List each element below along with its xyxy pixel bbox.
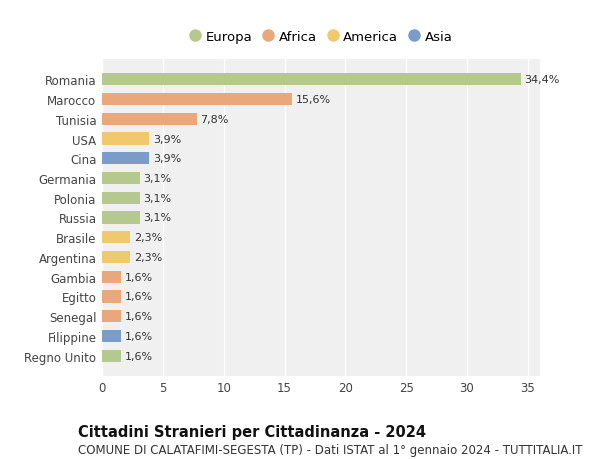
Bar — [102, 310, 121, 323]
Text: 1,6%: 1,6% — [125, 272, 153, 282]
Text: 1,6%: 1,6% — [125, 331, 153, 341]
Legend: Europa, Africa, America, Asia: Europa, Africa, America, Asia — [187, 28, 455, 46]
Text: 3,1%: 3,1% — [143, 193, 172, 203]
Text: 1,6%: 1,6% — [125, 292, 153, 302]
Text: 3,1%: 3,1% — [143, 174, 172, 184]
Text: COMUNE DI CALATAFIMI-SEGESTA (TP) - Dati ISTAT al 1° gennaio 2024 - TUTTITALIA.I: COMUNE DI CALATAFIMI-SEGESTA (TP) - Dati… — [78, 443, 583, 456]
Text: 1,6%: 1,6% — [125, 312, 153, 321]
Bar — [102, 192, 140, 204]
Bar — [102, 212, 140, 224]
Bar — [102, 271, 121, 283]
Bar — [102, 350, 121, 362]
Text: 7,8%: 7,8% — [200, 115, 229, 124]
Bar — [102, 153, 149, 165]
Text: 3,9%: 3,9% — [153, 134, 181, 144]
Bar — [102, 113, 197, 126]
Bar — [102, 94, 292, 106]
Text: 3,9%: 3,9% — [153, 154, 181, 164]
Bar — [102, 74, 521, 86]
Text: 2,3%: 2,3% — [134, 233, 162, 243]
Text: 2,3%: 2,3% — [134, 252, 162, 263]
Text: Cittadini Stranieri per Cittadinanza - 2024: Cittadini Stranieri per Cittadinanza - 2… — [78, 425, 426, 440]
Bar — [102, 291, 121, 303]
Text: 15,6%: 15,6% — [295, 95, 331, 105]
Text: 3,1%: 3,1% — [143, 213, 172, 223]
Bar — [102, 330, 121, 342]
Text: 34,4%: 34,4% — [524, 75, 560, 85]
Text: 1,6%: 1,6% — [125, 351, 153, 361]
Bar — [102, 232, 130, 244]
Bar — [102, 173, 140, 185]
Bar — [102, 133, 149, 146]
Bar — [102, 252, 130, 263]
